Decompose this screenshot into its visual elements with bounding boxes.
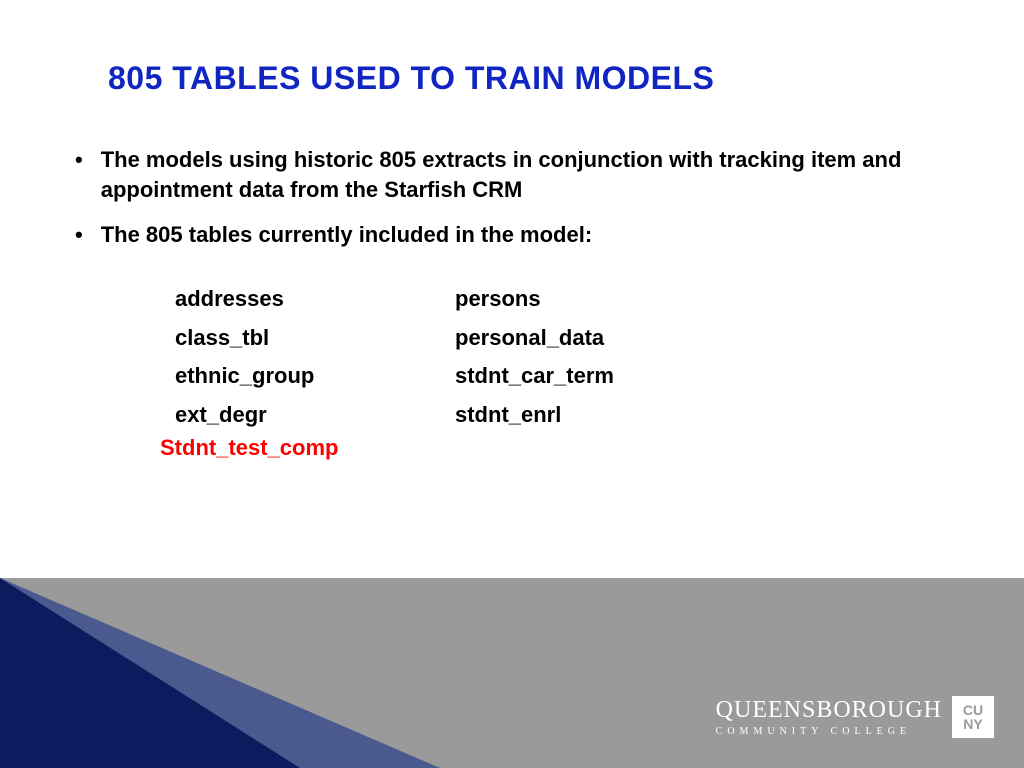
table-name: addresses (175, 280, 455, 319)
table-column-2: persons personal_data stdnt_car_term std… (455, 280, 735, 434)
badge-line1: CU (963, 703, 983, 717)
bullet-dot-icon: • (75, 222, 83, 248)
logo-main-text: QUEENSBOROUGH (716, 697, 942, 724)
slide-title: 805 TABLES USED TO TRAIN MODELS (108, 60, 714, 97)
bullet-item: • The models using historic 805 extracts… (75, 145, 949, 204)
table-name: personal_data (455, 319, 735, 358)
bullet-dot-icon: • (75, 147, 83, 173)
bullet-text: The models using historic 805 extracts i… (101, 145, 949, 204)
table-name: ethnic_group (175, 357, 455, 396)
logo-text: QUEENSBOROUGH COMMUNITY COLLEGE (716, 697, 942, 737)
content-area: • The models using historic 805 extracts… (75, 145, 949, 266)
table-list: addresses class_tbl ethnic_group ext_deg… (175, 280, 735, 434)
bullet-item: • The 805 tables currently included in t… (75, 220, 949, 250)
badge-line2: NY (963, 717, 982, 731)
table-name: ext_degr (175, 396, 455, 435)
footer-triangle-dark (0, 578, 300, 768)
logo-sub-text: COMMUNITY COLLEGE (716, 726, 911, 737)
cuny-badge-icon: CU NY (952, 696, 994, 738)
table-name: stdnt_enrl (455, 396, 735, 435)
footer: QUEENSBOROUGH COMMUNITY COLLEGE CU NY (0, 578, 1024, 768)
table-name: class_tbl (175, 319, 455, 358)
logo-area: QUEENSBOROUGH COMMUNITY COLLEGE CU NY (716, 696, 994, 738)
table-column-1: addresses class_tbl ethnic_group ext_deg… (175, 280, 455, 434)
bullet-text: The 805 tables currently included in the… (101, 220, 592, 250)
table-name: stdnt_car_term (455, 357, 735, 396)
table-name-highlight: Stdnt_test_comp (160, 435, 338, 461)
table-name: persons (455, 280, 735, 319)
